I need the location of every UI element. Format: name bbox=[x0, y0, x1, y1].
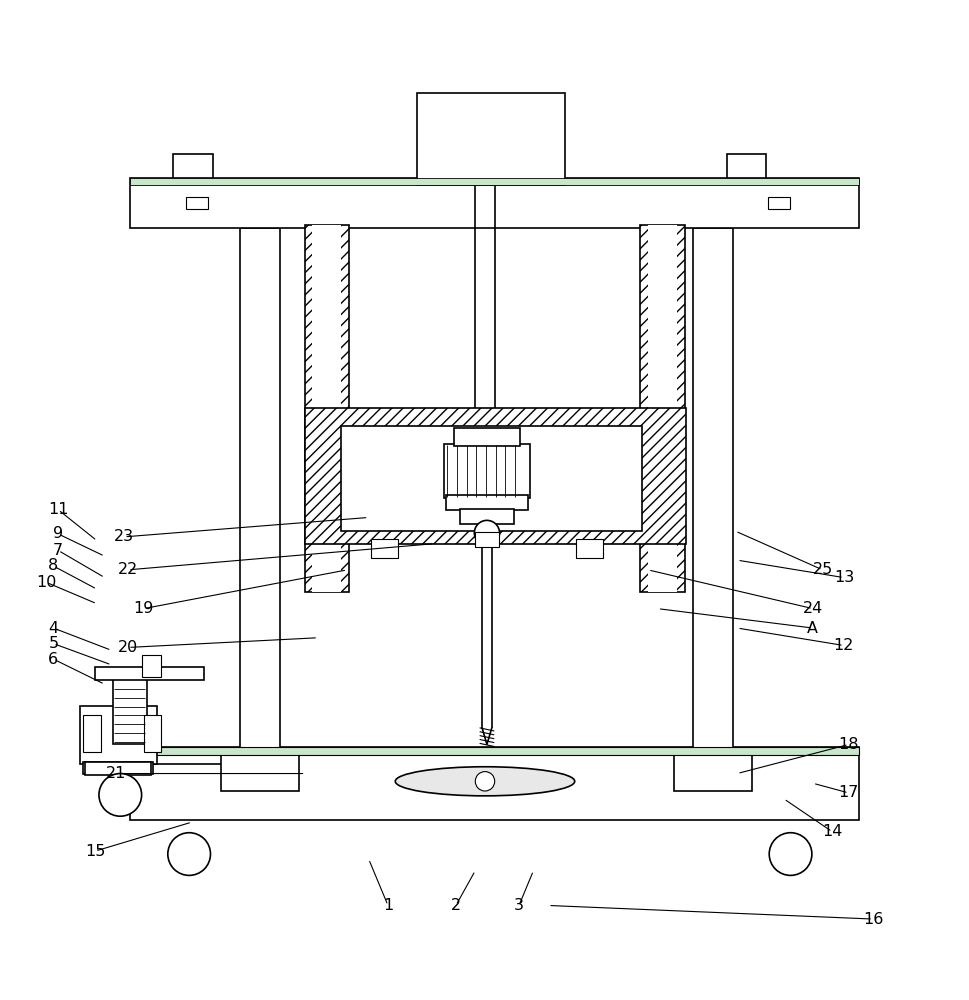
Text: 23: 23 bbox=[114, 529, 134, 544]
Text: 25: 25 bbox=[812, 562, 831, 577]
Bar bbox=[83, 715, 101, 752]
Circle shape bbox=[475, 772, 494, 791]
Circle shape bbox=[768, 833, 811, 875]
Bar bbox=[673, 752, 751, 791]
Bar bbox=[727, 154, 766, 178]
Bar bbox=[640, 225, 684, 592]
Bar bbox=[341, 426, 641, 531]
Bar bbox=[417, 93, 564, 185]
Text: 10: 10 bbox=[36, 575, 57, 590]
Text: 19: 19 bbox=[133, 601, 154, 616]
Bar bbox=[304, 408, 685, 544]
Text: 22: 22 bbox=[118, 562, 138, 577]
Circle shape bbox=[474, 520, 499, 546]
Text: 2: 2 bbox=[451, 898, 460, 913]
Bar bbox=[130, 178, 859, 228]
Text: 1: 1 bbox=[383, 898, 392, 913]
Bar bbox=[370, 539, 397, 558]
Bar bbox=[453, 428, 519, 446]
Bar bbox=[459, 509, 514, 524]
Bar bbox=[130, 747, 859, 820]
Text: 13: 13 bbox=[833, 570, 853, 585]
Ellipse shape bbox=[395, 767, 574, 796]
Circle shape bbox=[168, 833, 210, 875]
Circle shape bbox=[99, 774, 141, 816]
Bar bbox=[312, 225, 341, 592]
Text: 18: 18 bbox=[837, 737, 859, 752]
Bar bbox=[647, 225, 676, 592]
Bar bbox=[239, 228, 280, 772]
Bar bbox=[130, 747, 859, 755]
Bar bbox=[95, 667, 203, 680]
Bar bbox=[186, 197, 207, 209]
Bar bbox=[767, 197, 789, 209]
Text: 11: 11 bbox=[47, 502, 69, 517]
Bar bbox=[221, 752, 298, 791]
Text: 17: 17 bbox=[837, 785, 859, 800]
Bar bbox=[143, 715, 161, 752]
Bar bbox=[112, 678, 147, 744]
Bar bbox=[85, 762, 151, 775]
Bar bbox=[141, 655, 161, 677]
Text: 20: 20 bbox=[118, 640, 138, 655]
Bar bbox=[446, 495, 527, 510]
Text: 6: 6 bbox=[48, 652, 58, 667]
Text: 9: 9 bbox=[53, 526, 63, 541]
Bar bbox=[172, 154, 213, 178]
Bar bbox=[475, 532, 498, 547]
Text: 5: 5 bbox=[48, 636, 58, 651]
Text: 24: 24 bbox=[802, 601, 822, 616]
Text: 16: 16 bbox=[861, 912, 883, 927]
Bar bbox=[79, 706, 157, 764]
Bar bbox=[576, 539, 603, 558]
Bar bbox=[692, 228, 733, 772]
Bar bbox=[83, 762, 153, 774]
Text: 7: 7 bbox=[53, 543, 63, 558]
Text: 3: 3 bbox=[514, 898, 523, 913]
Text: 12: 12 bbox=[832, 638, 854, 653]
Bar bbox=[444, 444, 529, 498]
Bar bbox=[130, 178, 859, 185]
Text: A: A bbox=[806, 621, 818, 636]
Text: 21: 21 bbox=[106, 766, 127, 781]
Text: 14: 14 bbox=[821, 824, 842, 839]
Text: 4: 4 bbox=[48, 621, 58, 636]
Text: 15: 15 bbox=[84, 844, 106, 859]
Text: 8: 8 bbox=[48, 558, 58, 573]
Bar bbox=[304, 225, 349, 592]
